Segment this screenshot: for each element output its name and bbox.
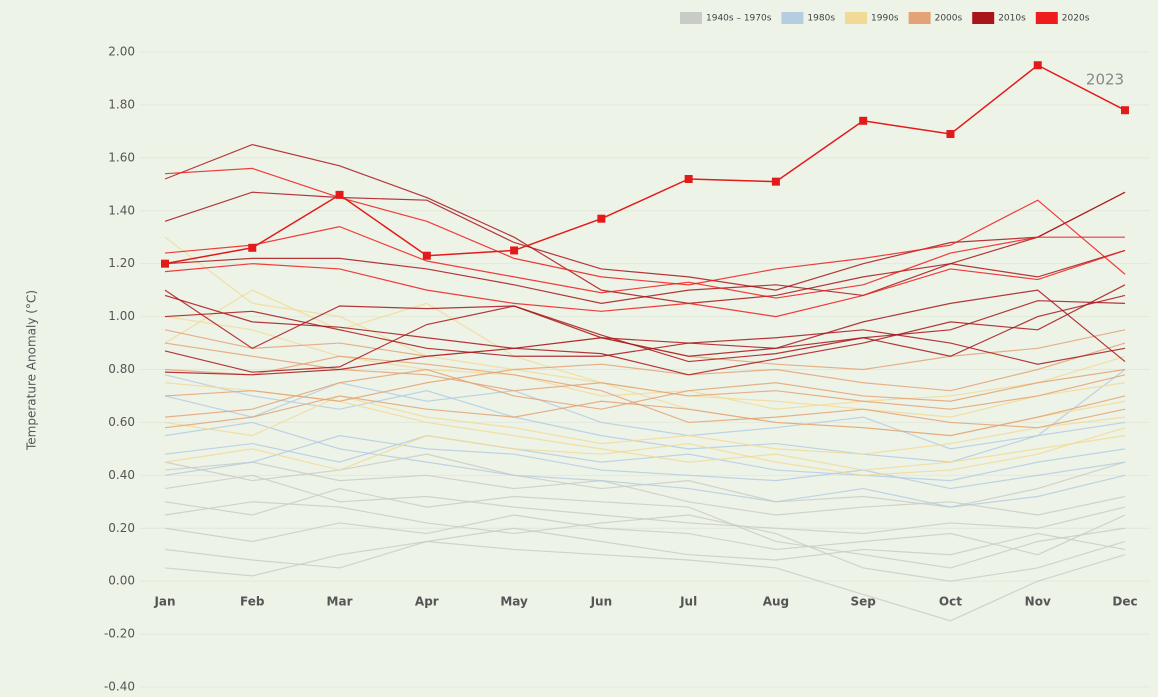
series-line xyxy=(164,300,1126,373)
series-line xyxy=(164,289,1126,363)
x-tick-label: Jul xyxy=(679,595,697,609)
highlight-marker xyxy=(597,214,606,223)
highlight-marker xyxy=(248,243,257,252)
y-tick-label: 1.00 xyxy=(108,309,135,323)
series-line xyxy=(164,421,1126,508)
series-line xyxy=(164,435,1126,482)
y-axis-title: Temperature Anomaly (°C) xyxy=(25,290,39,451)
x-tick-label: Nov xyxy=(1025,595,1051,609)
series-line xyxy=(164,461,1126,516)
highlight-marker xyxy=(422,251,431,260)
legend-swatch xyxy=(1035,12,1058,24)
legend-label: 2000s xyxy=(935,14,963,24)
series-line xyxy=(164,329,1126,376)
series-line xyxy=(164,369,1126,463)
series-line xyxy=(164,487,1126,569)
series-line xyxy=(164,226,1125,299)
x-tick-label: Dec xyxy=(1112,595,1137,609)
legend-swatch xyxy=(845,12,868,24)
x-tick-label: Oct xyxy=(939,595,962,609)
series-line xyxy=(164,395,1126,437)
x-tick-label: Jun xyxy=(590,595,613,609)
highlight-marker xyxy=(946,130,955,139)
series-line xyxy=(164,395,1126,455)
legend-swatch xyxy=(781,12,804,24)
x-tick-label: May xyxy=(500,595,528,609)
highlight-label: 2023 xyxy=(1086,71,1124,89)
series-line xyxy=(164,501,1126,582)
highlight-marker xyxy=(771,177,780,186)
series-line xyxy=(164,167,1126,286)
legend-label: 1990s xyxy=(871,14,899,24)
highlight-marker xyxy=(510,246,519,255)
y-tick-label: 0.80 xyxy=(108,362,135,376)
y-tick-label: 1.60 xyxy=(108,150,135,164)
series-line xyxy=(164,249,1126,318)
series-line xyxy=(164,368,1126,418)
y-tick-label: -0.40 xyxy=(104,680,135,694)
y-tick-label: 1.80 xyxy=(108,97,135,111)
series-line xyxy=(164,514,1126,556)
series-line xyxy=(164,249,1126,304)
y-tick-label: 0.60 xyxy=(108,415,135,429)
legend-label: 2020s xyxy=(1062,14,1090,24)
series-line xyxy=(164,294,1126,357)
highlight-marker xyxy=(161,259,169,268)
x-tick-label: Apr xyxy=(415,595,439,609)
series-line xyxy=(164,143,1126,304)
y-tick-label: 0.00 xyxy=(108,574,135,588)
y-tick-label: -0.20 xyxy=(104,627,135,641)
x-tick-label: Mar xyxy=(327,595,353,609)
x-tick-label: Aug xyxy=(763,595,789,609)
highlight-marker xyxy=(1121,106,1129,115)
series-line xyxy=(164,382,1126,450)
series-line xyxy=(164,191,1126,291)
y-tick-label: 1.40 xyxy=(108,203,135,217)
series-line xyxy=(164,427,1126,476)
highlight-marker xyxy=(335,190,344,199)
series-line xyxy=(164,355,1126,429)
x-tick-label: Feb xyxy=(240,595,265,609)
series-line xyxy=(164,236,1126,418)
legend-swatch xyxy=(972,12,995,24)
x-tick-label: Jan xyxy=(153,595,175,609)
series-line xyxy=(164,527,1126,569)
highlight-line xyxy=(164,64,1126,265)
y-tick-label: 0.20 xyxy=(108,521,135,535)
legend-swatch xyxy=(908,12,931,24)
series-line xyxy=(164,315,1126,410)
y-tick-label: 1.20 xyxy=(108,256,135,270)
series-line xyxy=(164,540,1126,622)
y-tick-label: 2.00 xyxy=(108,45,135,59)
legend-label: 2010s xyxy=(998,14,1026,24)
legend-label: 1940s – 1970s xyxy=(706,14,772,24)
highlight-marker xyxy=(684,175,693,183)
x-tick-label: Sep xyxy=(850,595,876,609)
highlight-marker xyxy=(859,116,868,125)
highlight-marker xyxy=(1033,61,1042,70)
legend-label: 1980s xyxy=(807,14,835,24)
y-tick-label: 0.40 xyxy=(108,468,135,482)
legend-swatch xyxy=(680,12,702,24)
series-line xyxy=(164,435,1126,490)
